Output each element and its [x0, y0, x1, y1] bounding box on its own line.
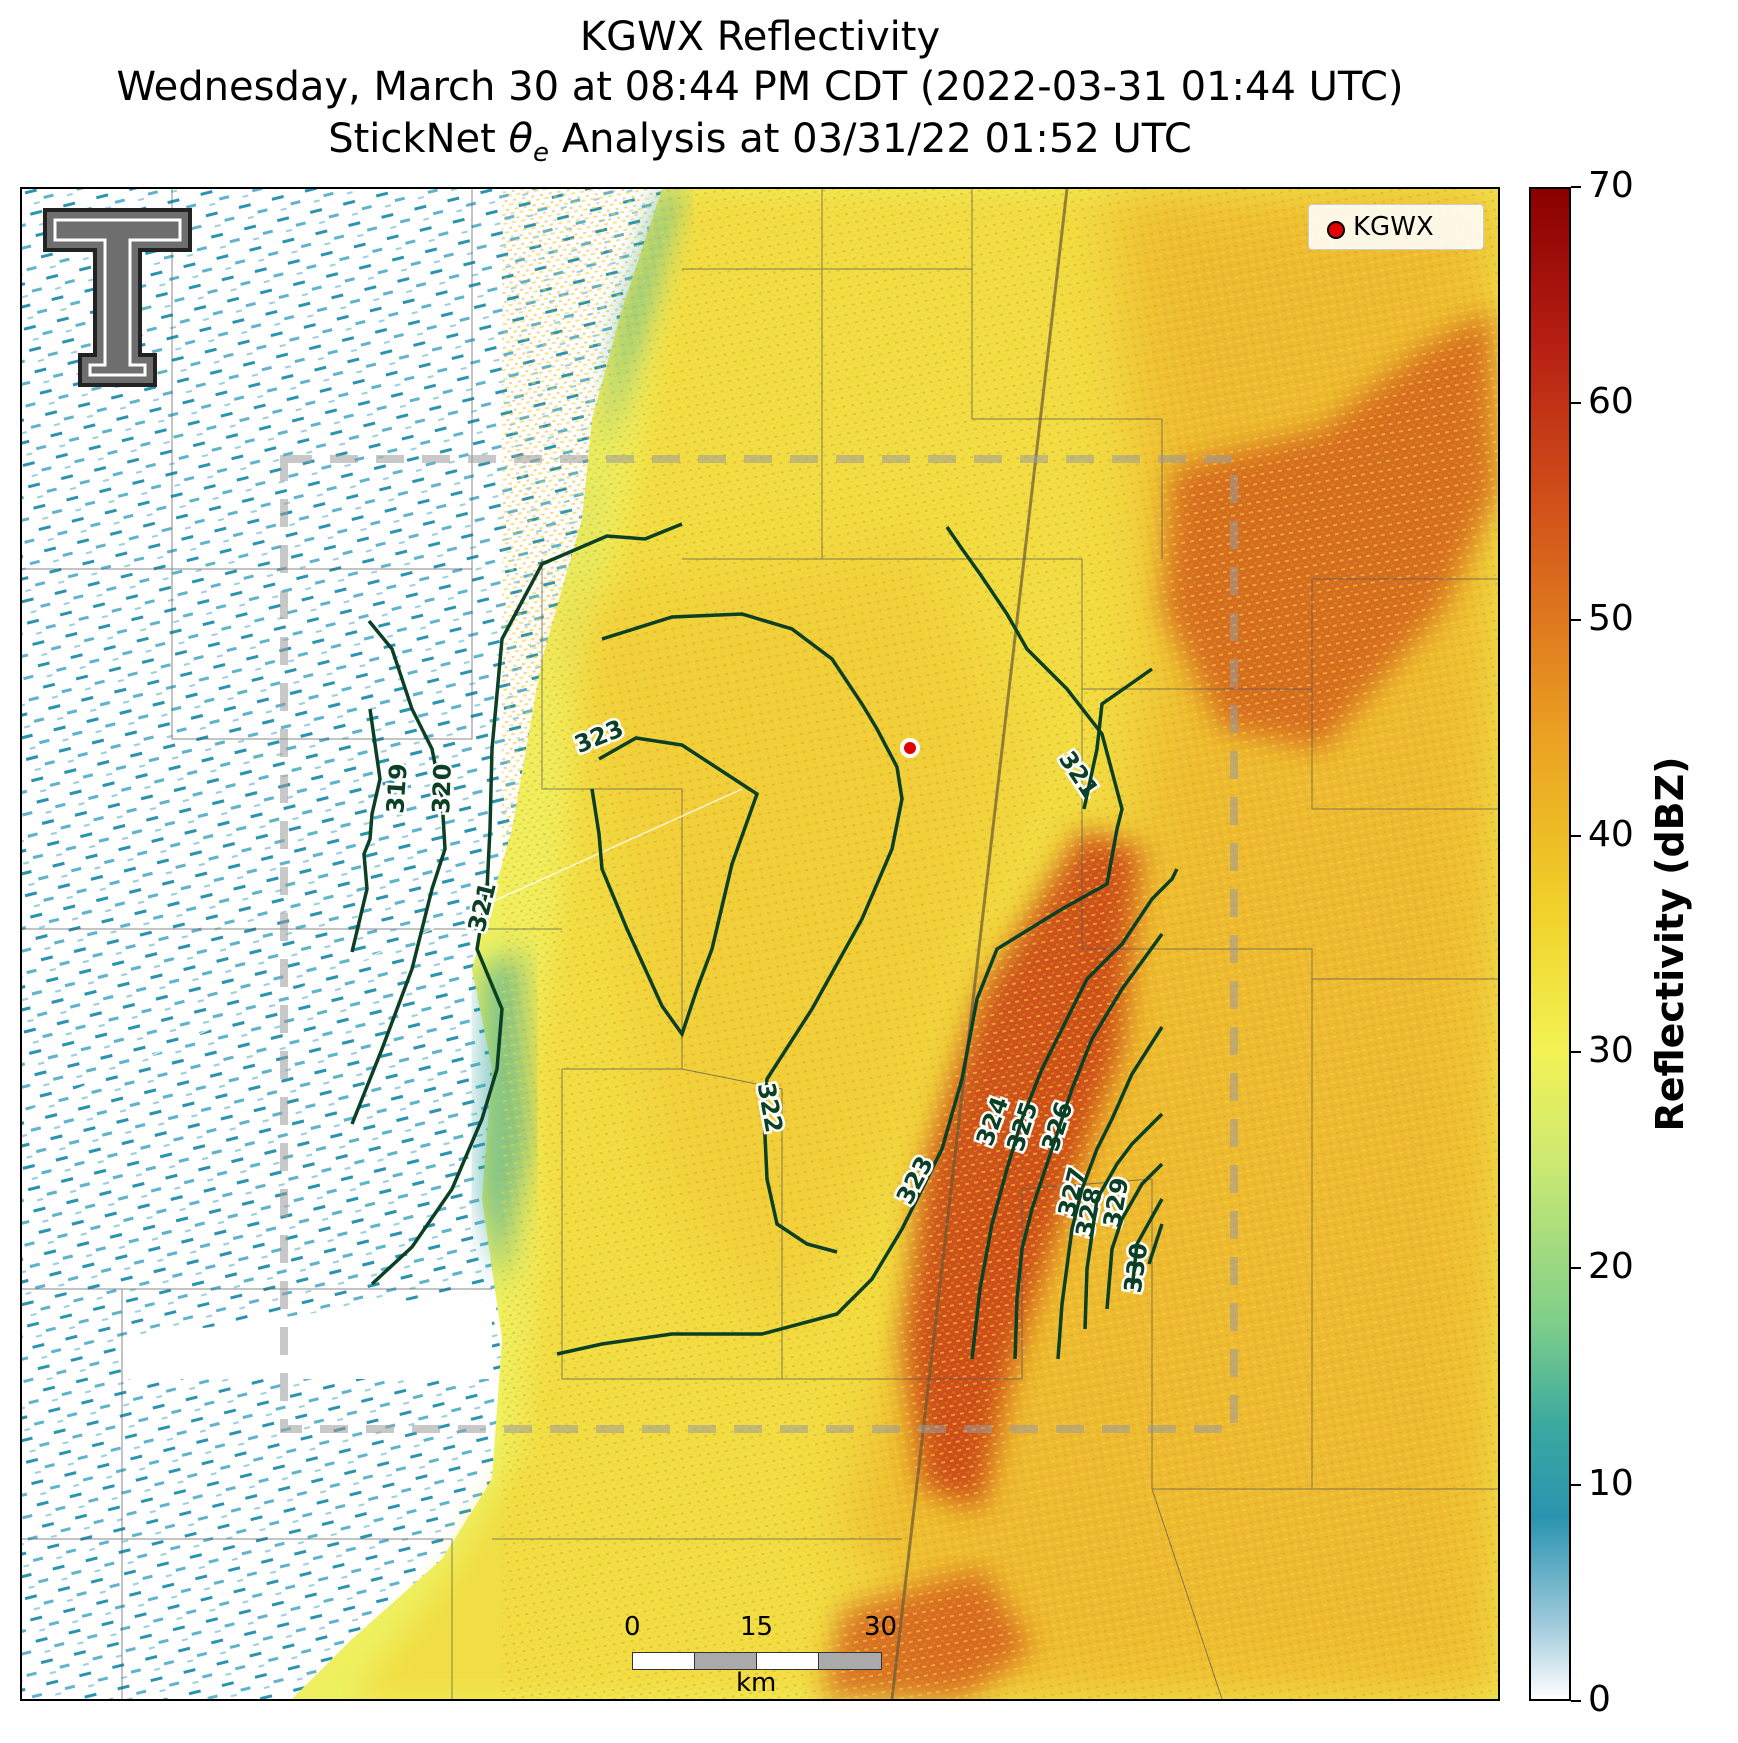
contour-319 — [350, 708, 382, 953]
radar-map[interactable]: 319 320 321 321 323 322 323 324 325 326 … — [20, 187, 1500, 1701]
contour-322 — [601, 612, 904, 1254]
colorbar-tick-mark — [1571, 1051, 1581, 1054]
contour-323-west — [590, 736, 760, 1038]
colorbar-tick-label: 40 — [1588, 813, 1634, 855]
theta-symbol: θ — [508, 116, 533, 162]
scalebar-tick-0: 0 — [624, 1612, 641, 1642]
highway — [890, 189, 1069, 1699]
reflectivity-colorbar — [1529, 187, 1571, 1701]
scalebar-tick-30: 30 — [864, 1612, 898, 1642]
colorbar-tick-mark — [1571, 402, 1581, 405]
colorbar-tick-label: 10 — [1588, 1462, 1634, 1504]
theta-e-contours-east — [970, 667, 1179, 1360]
colorbar-label: Reflectivity (dBZ) — [1648, 756, 1692, 1132]
colorbar-tick-label: 20 — [1588, 1246, 1634, 1288]
scalebar-unit: km — [736, 1668, 777, 1698]
colorbar-tick-label: 0 — [1588, 1679, 1611, 1720]
colorbar-tick-mark — [1571, 834, 1581, 837]
distance-scalebar: 0 15 30 km — [624, 1612, 897, 1698]
contour-label-319: 319 — [381, 762, 412, 814]
colorbar-tick-mark — [1571, 618, 1581, 621]
contour-323-east — [556, 526, 1124, 1356]
title-line-3-prefix: StickNet — [328, 116, 509, 162]
colorbar-tick-label: 50 — [1588, 597, 1634, 639]
analysis-domain-box — [280, 455, 1238, 1433]
colorbar-tick-label: 60 — [1588, 381, 1634, 423]
colorbar-tick-label: 70 — [1588, 165, 1634, 206]
title-line-1: KGWX Reflectivity — [579, 14, 941, 60]
colorbar-tick-mark — [1571, 1700, 1581, 1702]
contour-320 — [350, 619, 447, 1125]
colorbar-tick-mark — [1571, 186, 1581, 188]
scalebar-tick-15: 15 — [740, 1612, 774, 1642]
title-line-3-suffix: Analysis at 03/31/22 01:52 UTC — [548, 116, 1192, 162]
kgwx-legend-label: KGWX — [1353, 212, 1434, 242]
theta-e-contours — [350, 522, 1124, 1356]
colorbar-tick-mark — [1571, 1483, 1581, 1486]
radar-map-canvas: 319 320 321 321 323 322 323 324 325 326 … — [22, 189, 1498, 1699]
colorbar-tick-label: 30 — [1588, 1030, 1634, 1072]
texas-tech-logo — [43, 208, 192, 387]
title-line-3: StickNet θe Analysis at 03/31/22 01:52 U… — [0, 116, 1520, 168]
kgwx-legend-marker — [1327, 221, 1345, 239]
contour-321-west — [370, 522, 683, 1286]
county-boundaries — [22, 189, 1498, 1699]
colorbar-tick-mark — [1571, 1267, 1581, 1270]
kgwx-radar-site[interactable] — [900, 738, 920, 758]
theta-subscript: e — [532, 138, 549, 168]
map-legend: KGWX — [1308, 204, 1484, 250]
title-line-2: Wednesday, March 30 at 08:44 PM CDT (202… — [116, 64, 1404, 110]
contour-label-320: 320 — [427, 763, 457, 814]
